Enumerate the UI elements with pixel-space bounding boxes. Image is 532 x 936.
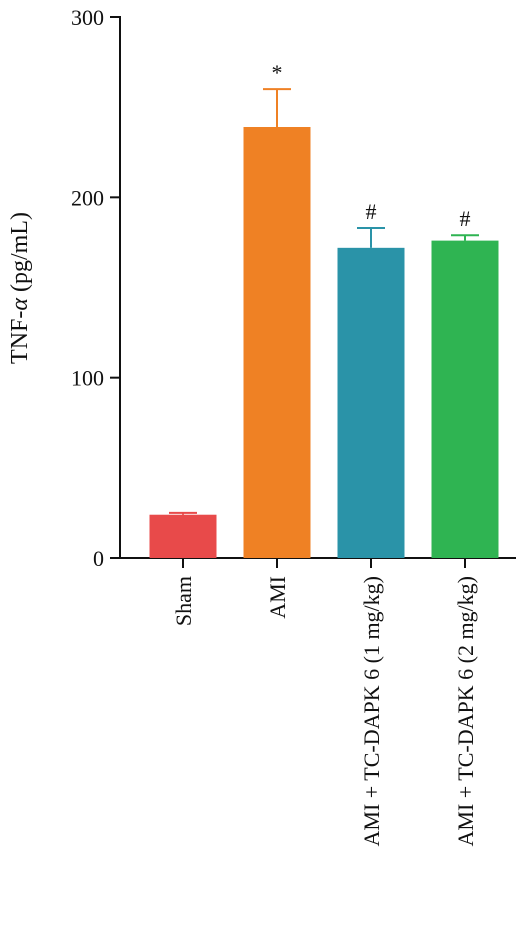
y-axis-ticks: 0 100 200 300 bbox=[71, 5, 120, 571]
significance-markers: * # # bbox=[272, 60, 471, 231]
x-category-label: AMI + TC-DAPK 6 (2 mg/kg) bbox=[453, 576, 478, 847]
bars bbox=[149, 127, 499, 559]
error-bars bbox=[169, 88, 479, 515]
significance-marker: * bbox=[272, 60, 283, 85]
y-axis-label-main: TNF- bbox=[7, 311, 33, 364]
x-category-label: Sham bbox=[171, 576, 196, 626]
bar bbox=[431, 240, 499, 558]
significance-marker: # bbox=[460, 206, 471, 231]
significance-marker: # bbox=[366, 199, 377, 224]
x-category-label: AMI + TC-DAPK 6 (1 mg/kg) bbox=[359, 576, 384, 847]
y-axis-label-symbol: α bbox=[7, 298, 33, 311]
x-axis-category-labels: Sham AMI AMI + TC-DAPK 6 (1 mg/kg) AMI + TC… bbox=[171, 558, 478, 847]
bar bbox=[149, 514, 217, 558]
y-tick-label: 200 bbox=[71, 185, 104, 210]
y-axis-label: TNF-α (pg/mL) bbox=[7, 212, 33, 364]
y-axis-label-unit: (pg/mL) bbox=[7, 212, 33, 298]
x-category-label: AMI bbox=[265, 576, 290, 619]
y-tick-label: 300 bbox=[71, 5, 104, 30]
y-tick-label: 0 bbox=[93, 546, 104, 571]
bar bbox=[243, 127, 311, 559]
bar bbox=[337, 247, 405, 558]
y-tick-label: 100 bbox=[71, 366, 104, 391]
